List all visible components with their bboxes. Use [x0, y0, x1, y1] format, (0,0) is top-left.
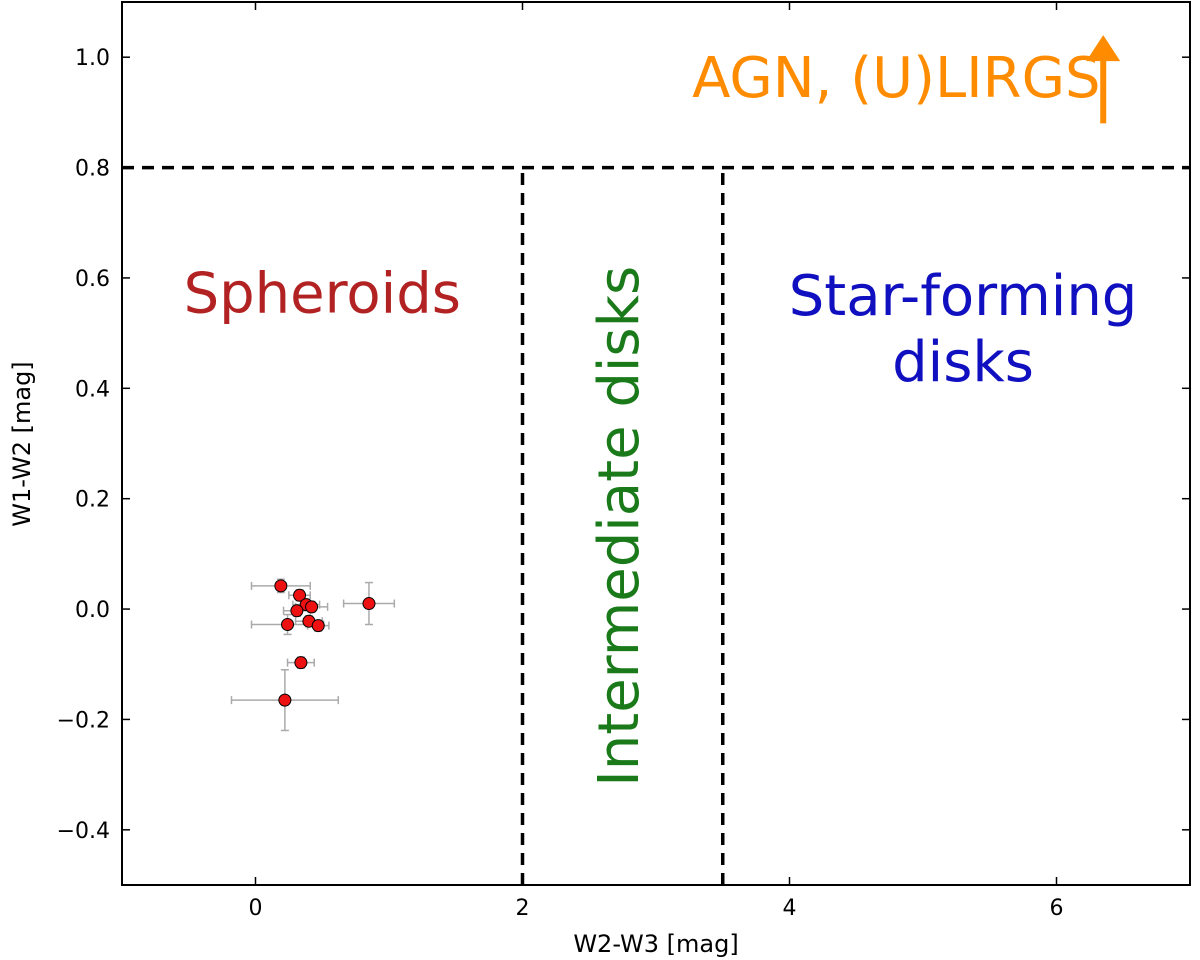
data-point [311, 619, 325, 633]
y-tick-label: 1.0 [75, 46, 110, 71]
y-tick-label: 0.8 [75, 157, 110, 182]
plot-background [122, 2, 1190, 885]
y-axis-label: W1-W2 [mag] [8, 361, 36, 526]
region-label-intermediate: Intermediate disks [587, 266, 652, 787]
region-label-star-forming: Star-forming disks [789, 264, 1138, 395]
region-label-line: disks [892, 330, 1034, 395]
data-point [278, 693, 292, 707]
y-tick-label: 0.2 [75, 488, 110, 513]
data-point [281, 618, 295, 632]
data-point [274, 579, 288, 593]
x-tick-label: 4 [783, 896, 797, 921]
y-tick-label: 0.6 [75, 267, 110, 292]
x-tick-label: 0 [249, 896, 263, 921]
region-label-spheroids: Spheroids [184, 261, 461, 326]
y-tick-label: 0.0 [75, 598, 110, 623]
arrow-up-icon [1086, 35, 1121, 62]
region-label-line: Star-forming [789, 264, 1138, 329]
data-point [305, 600, 319, 614]
y-tick-label: −0.2 [57, 708, 110, 733]
region-label-agn: AGN, (U)LIRGS [692, 46, 1100, 111]
data-point [293, 588, 307, 602]
data-point [290, 604, 304, 618]
x-axis-label: W2-W3 [mag] [573, 930, 738, 958]
y-tick-label: 0.4 [75, 377, 110, 402]
data-point [294, 656, 308, 670]
data-point [362, 597, 376, 611]
y-tick-label: −0.4 [57, 819, 110, 844]
x-tick-label: 2 [516, 896, 530, 921]
plot-frame [121, 1, 1191, 886]
x-tick-label: 6 [1050, 896, 1064, 921]
